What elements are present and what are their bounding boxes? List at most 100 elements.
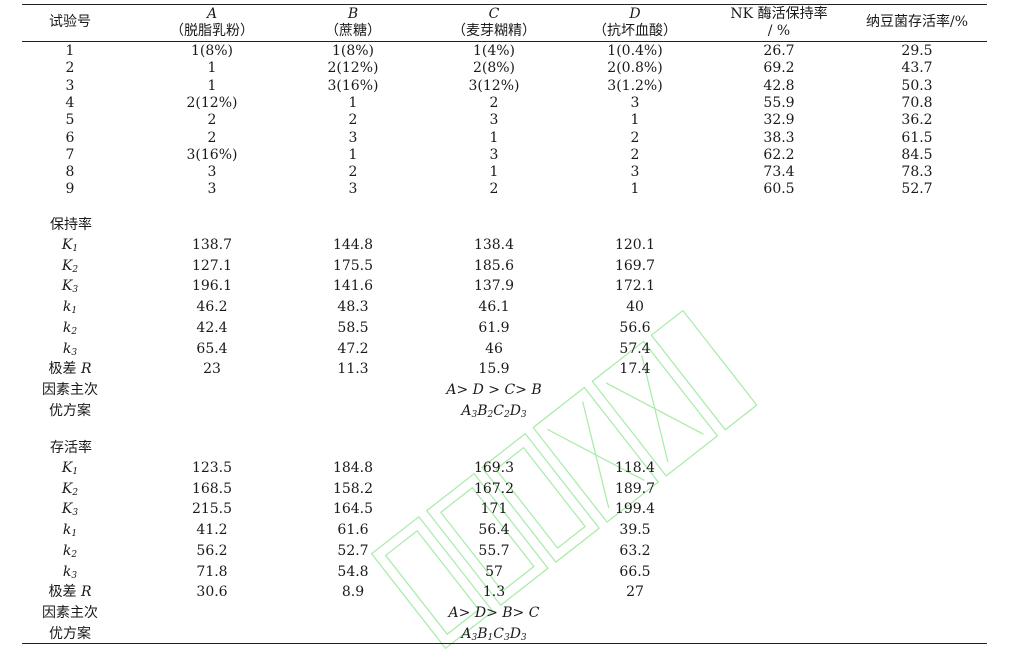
analysis-row: K2 127.1 175.5 185.6 169.7 bbox=[0, 257, 1023, 275]
table-cell: 3 bbox=[630, 164, 640, 181]
table-cell: 171 bbox=[480, 501, 508, 518]
symbol-subscript: 3 bbox=[71, 570, 78, 581]
optimal-label: 优方案 bbox=[49, 402, 91, 419]
table-cell: 46.2 bbox=[196, 299, 228, 316]
table-cell: 9 bbox=[65, 181, 75, 198]
symbol-letter: k bbox=[62, 563, 72, 580]
analysis-row: K2 168.5 158.2 167.2 189.7 bbox=[0, 480, 1023, 498]
table-cell: 3 bbox=[348, 181, 358, 198]
table-cell: 138.7 bbox=[191, 237, 233, 253]
table-cell: 50.3 bbox=[901, 77, 933, 94]
table-cell: 127.1 bbox=[191, 257, 233, 274]
table-cell: 199.4 bbox=[614, 501, 656, 518]
header-nk-retention: NK 酶活保持率 / % bbox=[714, 6, 844, 40]
symbol-letter: K bbox=[61, 501, 73, 518]
row-symbol: k2 bbox=[35, 319, 105, 337]
table-cell: 36.2 bbox=[901, 112, 933, 129]
table-cell: 41.2 bbox=[196, 522, 228, 539]
table-row: 1 1(8%) 1(8%) 1(4%) 1(0.4%) 26.7 29.5 bbox=[0, 42, 1023, 60]
table-row: 3 1 3(16%) 3(12%) 3(1.2%) 42.8 50.3 bbox=[0, 77, 1023, 95]
table-cell: 47.2 bbox=[337, 340, 369, 357]
optimal-factor: D bbox=[509, 402, 521, 419]
factor-d-letter: D bbox=[629, 6, 641, 22]
optimal-factor: A bbox=[461, 625, 472, 642]
table-cell: 3 bbox=[348, 129, 358, 146]
range-row: 极差 R 23 11.3 15.9 17.4 bbox=[0, 360, 1023, 378]
retention-title: 保持率 bbox=[50, 217, 92, 233]
table-row: 5 2 2 3 1 32.9 36.2 bbox=[0, 111, 1023, 129]
analysis-row: k1 46.2 48.3 46.1 40 bbox=[0, 298, 1023, 316]
table-cell: 56.2 bbox=[196, 542, 228, 559]
row-symbol: K3 bbox=[35, 277, 105, 295]
symbol-letter: k bbox=[62, 299, 72, 316]
table-cell: 118.4 bbox=[614, 460, 656, 476]
table-cell: 3(16%) bbox=[327, 77, 379, 94]
table-cell: 65.4 bbox=[196, 340, 228, 357]
table-cell: 184.8 bbox=[332, 460, 374, 476]
analysis-row: k3 71.8 54.8 57 66.5 bbox=[0, 563, 1023, 581]
symbol-letter: k bbox=[62, 319, 72, 336]
table-cell: 43.7 bbox=[901, 60, 933, 77]
row-symbol: k1 bbox=[35, 298, 105, 316]
range-symbol: R bbox=[80, 361, 92, 378]
row-symbol: K1 bbox=[35, 459, 105, 477]
optimal-value: A3B1C3D3 bbox=[394, 625, 594, 643]
range-symbol: R bbox=[80, 584, 92, 601]
table-cell: 32.9 bbox=[763, 112, 795, 129]
symbol-letter: K bbox=[61, 460, 73, 476]
table-cell: 71.8 bbox=[196, 563, 228, 580]
table-cell: 8 bbox=[65, 164, 75, 181]
symbol-subscript: 1 bbox=[71, 529, 78, 540]
optimal-factor: C bbox=[493, 402, 504, 419]
table-cell: 56.6 bbox=[619, 319, 651, 336]
top-rule bbox=[22, 4, 987, 5]
table-cell: 56.4 bbox=[478, 522, 510, 539]
table-cell: 144.8 bbox=[332, 237, 374, 253]
header-trial: 试验号 bbox=[49, 14, 91, 30]
factor-c-letter: C bbox=[488, 6, 500, 22]
table-cell: 172.1 bbox=[614, 278, 656, 295]
table-cell: 2 bbox=[207, 129, 217, 146]
table-cell: 46.1 bbox=[478, 299, 510, 316]
table-cell: 167.2 bbox=[473, 480, 515, 497]
row-symbol: K3 bbox=[35, 500, 105, 518]
table-cell: 1 bbox=[207, 60, 217, 77]
range-text: 极差 bbox=[48, 361, 81, 378]
table-cell: 1 bbox=[630, 112, 640, 129]
table-cell: 73.4 bbox=[763, 164, 795, 181]
table-cell: 52.7 bbox=[337, 542, 369, 559]
factor-order-row: 因素主次 A> D> B> C bbox=[0, 604, 1023, 622]
table-cell: 23 bbox=[203, 361, 221, 378]
table-cell: 2 bbox=[630, 146, 640, 163]
table-cell: 42.8 bbox=[763, 77, 795, 94]
table-cell: 1 bbox=[489, 129, 499, 146]
optimal-level: 3 bbox=[520, 632, 527, 643]
table-cell: 42.4 bbox=[196, 319, 228, 336]
optimal-row: 优方案 A3B2C2D3 bbox=[0, 402, 1023, 420]
row-symbol: k3 bbox=[35, 340, 105, 358]
optimal-level: 1 bbox=[487, 632, 494, 643]
optimal-row: 优方案 A3B1C3D3 bbox=[0, 625, 1023, 643]
table-cell: 57 bbox=[485, 563, 503, 580]
table-cell: 2(0.8%) bbox=[607, 60, 663, 77]
optimal-value: A3B2C2D3 bbox=[394, 402, 594, 420]
factor-d-name: （抗坏血酸） bbox=[593, 23, 677, 39]
table-cell: 57.4 bbox=[619, 340, 651, 357]
header-factor-c: C （麦芽糊精） bbox=[439, 6, 549, 40]
table-row: 4 2(12%) 1 2 3 55.9 70.8 bbox=[0, 94, 1023, 112]
table-cell: 1.3 bbox=[482, 584, 506, 601]
table-cell: 63.2 bbox=[619, 542, 651, 559]
table-cell: 3(12%) bbox=[468, 77, 520, 94]
symbol-letter: k bbox=[62, 542, 72, 559]
symbol-subscript: 2 bbox=[72, 264, 79, 275]
table-cell: 1 bbox=[207, 77, 217, 94]
table-cell: 55.7 bbox=[478, 542, 510, 559]
table-cell: 40 bbox=[626, 299, 644, 316]
row-symbol: K2 bbox=[35, 257, 105, 275]
optimal-level: 2 bbox=[487, 409, 494, 420]
symbol-letter: k bbox=[62, 522, 72, 539]
table-cell: 215.5 bbox=[191, 501, 233, 518]
factor-order-value: A> D> B> C bbox=[448, 604, 540, 621]
table-cell: 3(16%) bbox=[186, 146, 238, 163]
table-cell: 61.6 bbox=[337, 522, 369, 539]
